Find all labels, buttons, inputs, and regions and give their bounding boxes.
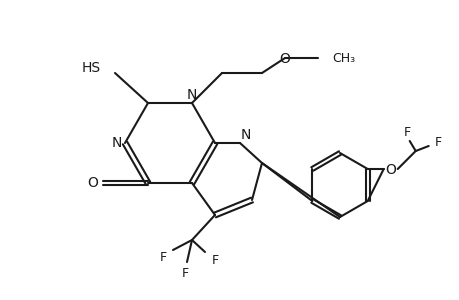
Text: F: F [159,251,166,265]
Text: F: F [211,254,218,268]
Text: O: O [385,163,395,177]
Text: N: N [112,136,122,150]
Text: O: O [279,52,290,66]
Text: HS: HS [82,61,101,75]
Text: N: N [186,88,197,102]
Text: F: F [181,268,188,281]
Text: CH₃: CH₃ [331,52,354,64]
Text: O: O [87,176,98,190]
Text: F: F [434,136,441,149]
Text: F: F [403,127,410,140]
Text: N: N [241,128,251,142]
